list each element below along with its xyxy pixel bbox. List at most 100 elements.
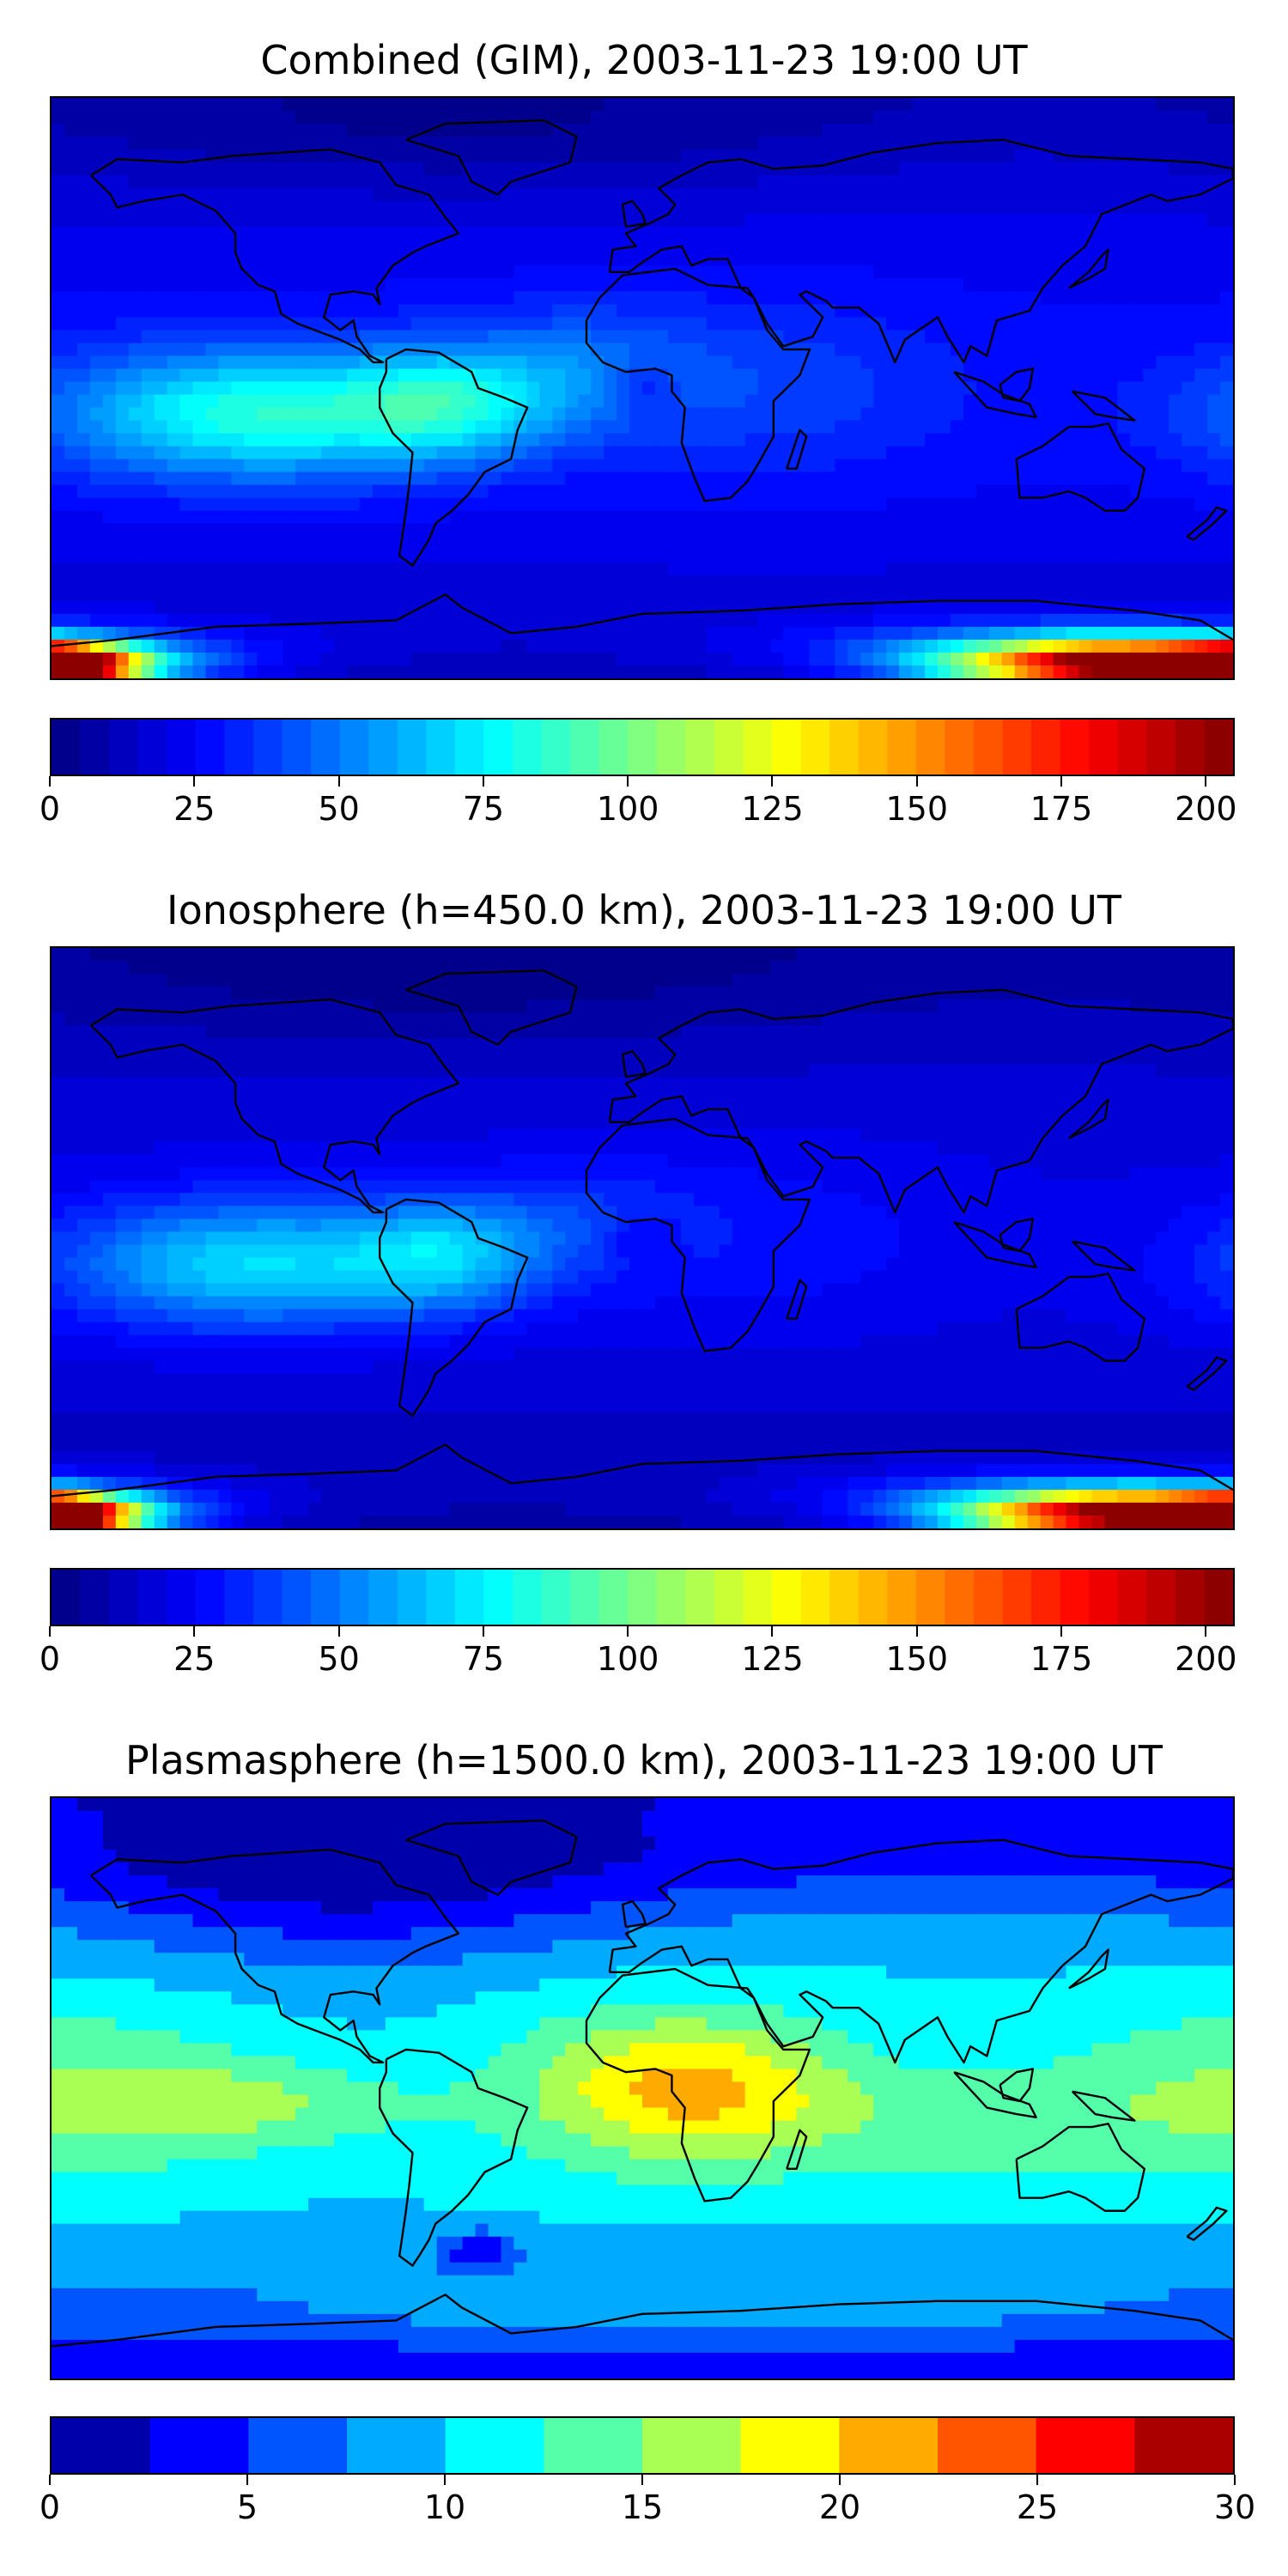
heatmap-cell	[423, 381, 438, 396]
heatmap-cell	[1066, 961, 1080, 975]
heatmap-cell	[192, 188, 207, 202]
heatmap-cell	[848, 252, 862, 267]
heatmap-cell	[449, 987, 464, 1000]
heatmap-cell	[719, 368, 733, 383]
heatmap-cell	[154, 355, 168, 370]
heatmap-cell	[860, 484, 875, 499]
heatmap-cell	[526, 587, 541, 602]
heatmap-cell	[912, 497, 926, 512]
heatmap-cell	[744, 446, 759, 460]
heatmap-cell	[283, 124, 296, 137]
heatmap-cell	[1207, 562, 1221, 576]
heatmap-cell	[591, 1012, 605, 1026]
heatmap-cell	[1117, 343, 1132, 357]
heatmap-cell	[809, 265, 823, 280]
heatmap-cell	[899, 523, 913, 538]
heatmap-cell	[578, 1038, 592, 1052]
heatmap-cell	[693, 987, 708, 1000]
heatmap-cell	[141, 613, 155, 628]
heatmap-cell	[835, 162, 849, 176]
heatmap-cell	[744, 987, 759, 1000]
heatmap-cell	[963, 252, 977, 267]
heatmap-cell	[321, 484, 335, 499]
heatmap-cell	[1066, 471, 1080, 486]
heatmap-cell	[873, 510, 887, 525]
heatmap-cell	[667, 265, 682, 280]
heatmap-cell	[526, 974, 541, 987]
heatmap-cell	[89, 600, 104, 615]
heatmap-cell	[1117, 600, 1132, 615]
heatmap-cell	[1066, 1025, 1080, 1039]
heatmap-cell	[809, 974, 823, 987]
heatmap-cell	[1066, 330, 1080, 344]
heatmap-cell	[501, 162, 515, 176]
heatmap-cell	[1066, 265, 1080, 280]
heatmap-cell	[719, 652, 733, 666]
heatmap-cell	[860, 201, 875, 215]
heatmap-cell	[179, 626, 194, 641]
heatmap-cell	[1117, 265, 1132, 280]
heatmap-cell	[192, 987, 207, 1000]
heatmap-cell	[680, 961, 695, 975]
heatmap-cell	[1014, 433, 1029, 447]
heatmap-cell	[1143, 381, 1157, 396]
heatmap-cell	[693, 124, 708, 137]
heatmap-cell	[283, 974, 296, 987]
heatmap-cell	[1014, 549, 1029, 563]
heatmap-cell	[680, 368, 695, 383]
heatmap-cell	[501, 304, 515, 319]
heatmap-cell	[835, 188, 849, 202]
heatmap-cell	[848, 381, 862, 396]
heatmap-cell	[693, 420, 708, 434]
heatmap-cell	[925, 355, 939, 370]
heatmap-cell	[757, 394, 772, 409]
heatmap-cell	[526, 639, 541, 653]
heatmap-cell	[1130, 639, 1145, 653]
heatmap-cell	[1156, 381, 1170, 396]
heatmap-cell	[1220, 497, 1233, 512]
heatmap-cell	[1040, 471, 1054, 486]
heatmap-cell	[604, 961, 617, 975]
heatmap-cell	[591, 201, 605, 215]
heatmap-cell	[423, 497, 438, 512]
heatmap-cell	[205, 175, 220, 189]
heatmap-cell	[1066, 188, 1080, 202]
heatmap-cell	[270, 420, 284, 434]
heatmap-cell	[667, 317, 682, 331]
heatmap-cell	[257, 317, 271, 331]
heatmap-cell	[552, 536, 567, 550]
heatmap-cell	[732, 523, 746, 538]
heatmap-cell	[102, 433, 117, 447]
heatmap-cell	[52, 613, 65, 628]
heatmap-cell	[938, 600, 951, 615]
heatmap-cell	[64, 626, 78, 641]
heatmap-cell	[359, 227, 374, 241]
heatmap-cell	[372, 459, 386, 473]
heatmap-cell	[1156, 961, 1170, 975]
heatmap-cell	[796, 587, 811, 602]
heatmap-cell	[295, 652, 309, 666]
heatmap-cell	[1169, 394, 1182, 409]
heatmap-cell	[1027, 227, 1042, 241]
heatmap-cell	[835, 639, 849, 653]
heatmap-cell	[899, 111, 913, 125]
heatmap-cell	[770, 536, 785, 550]
heatmap-cell	[744, 137, 759, 150]
coastline-indonesia	[953, 371, 1037, 418]
colorbar-cell	[52, 720, 82, 775]
colorbar-cell	[368, 720, 398, 775]
heatmap-cell	[513, 999, 528, 1013]
heatmap-cell	[1169, 1012, 1182, 1026]
heatmap-cell	[295, 162, 309, 176]
heatmap-cell	[604, 948, 617, 962]
heatmap-cell	[501, 137, 515, 150]
heatmap-cell	[886, 600, 900, 615]
heatmap-cell	[154, 317, 168, 331]
heatmap-cell	[591, 562, 605, 576]
heatmap-cell	[873, 484, 887, 499]
heatmap-cell	[115, 252, 130, 267]
heatmap-cell	[257, 999, 271, 1013]
heatmap-cell	[886, 665, 900, 678]
heatmap-cell	[179, 420, 194, 434]
heatmap-cell	[1066, 304, 1080, 319]
